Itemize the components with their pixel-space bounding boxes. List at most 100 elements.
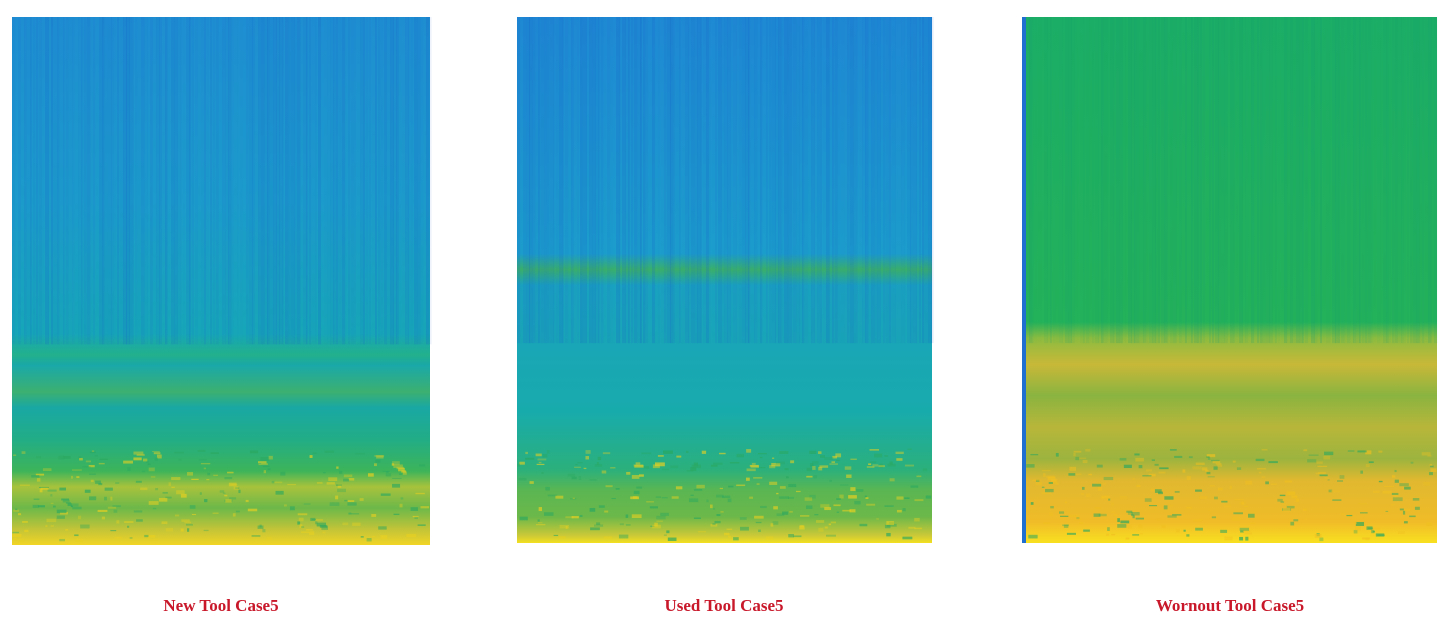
- texture: [267, 17, 270, 345]
- texture: [156, 454, 162, 459]
- texture: [649, 506, 658, 509]
- texture: [776, 492, 779, 495]
- texture: [590, 527, 600, 531]
- texture: [856, 17, 859, 344]
- texture: [727, 498, 732, 503]
- texture: [824, 507, 832, 511]
- texture: [1341, 17, 1345, 344]
- spectrogram: [12, 17, 430, 545]
- texture: [222, 17, 226, 345]
- texture: [836, 498, 841, 500]
- caption: Wornout Tool Case5: [1156, 596, 1304, 615]
- texture: [150, 476, 156, 478]
- texture: [1175, 528, 1180, 533]
- texture: [663, 450, 673, 454]
- texture: [788, 534, 794, 538]
- texture: [826, 534, 836, 537]
- texture: [829, 17, 832, 343]
- texture: [1117, 518, 1120, 523]
- texture: [922, 468, 928, 472]
- texture: [1155, 17, 1158, 344]
- texture: [372, 17, 375, 344]
- texture: [1317, 465, 1328, 467]
- texture: [722, 495, 731, 499]
- texture: [245, 499, 249, 503]
- texture: [598, 17, 601, 344]
- texture: [1332, 499, 1342, 501]
- texture: [13, 454, 17, 456]
- texture: [726, 528, 733, 530]
- texture: [736, 453, 744, 458]
- texture: [790, 17, 793, 344]
- texture: [559, 525, 570, 529]
- texture: [299, 524, 303, 529]
- texture: [772, 521, 779, 525]
- texture: [1179, 17, 1182, 344]
- texture: [222, 492, 226, 494]
- texture: [276, 17, 280, 345]
- texture: [1430, 465, 1434, 468]
- texture: [795, 490, 801, 493]
- texture: [904, 464, 915, 467]
- texture: [814, 514, 819, 516]
- texture: [63, 455, 71, 459]
- texture: [896, 496, 904, 500]
- texture: [1200, 17, 1203, 344]
- texture: [913, 17, 917, 344]
- texture: [104, 496, 107, 501]
- texture: [136, 453, 145, 456]
- texture: [746, 468, 756, 472]
- texture: [71, 503, 79, 507]
- texture: [336, 466, 339, 469]
- texture: [154, 457, 158, 461]
- texture: [336, 17, 339, 345]
- texture: [1085, 448, 1091, 452]
- texture: [45, 17, 49, 345]
- texture: [871, 17, 875, 344]
- texture: [232, 513, 236, 517]
- texture: [271, 480, 275, 484]
- texture: [686, 470, 694, 472]
- texture: [165, 496, 172, 499]
- texture: [347, 502, 357, 506]
- texture: [1307, 459, 1317, 463]
- texture: [219, 490, 225, 493]
- texture: [1211, 459, 1220, 462]
- texture: [112, 505, 121, 507]
- texture: [1151, 459, 1155, 461]
- texture: [1062, 524, 1069, 527]
- texture: [275, 490, 284, 495]
- texture: [820, 455, 825, 458]
- texture: [592, 17, 596, 344]
- texture: [1035, 481, 1042, 486]
- texture: [1261, 476, 1265, 479]
- texture: [1055, 482, 1059, 486]
- texture: [1158, 471, 1166, 474]
- texture: [896, 509, 902, 513]
- texture: [816, 520, 825, 523]
- texture: [1255, 458, 1265, 462]
- texture: [787, 17, 790, 344]
- texture: [65, 529, 69, 531]
- texture: [884, 505, 894, 507]
- texture: [1421, 452, 1431, 456]
- texture: [739, 517, 747, 520]
- texture: [690, 494, 694, 496]
- texture: [1095, 17, 1099, 344]
- texture: [671, 496, 679, 499]
- texture: [574, 466, 581, 468]
- texture: [141, 17, 145, 345]
- texture: [1086, 493, 1091, 498]
- texture: [751, 462, 756, 465]
- texture: [769, 17, 772, 344]
- texture: [301, 531, 310, 533]
- texture: [907, 17, 911, 344]
- texture: [1192, 466, 1202, 470]
- texture: [1103, 476, 1114, 481]
- texture: [246, 17, 249, 345]
- texture: [631, 514, 642, 519]
- texture: [835, 453, 842, 458]
- texture: [343, 474, 353, 478]
- texture: [261, 17, 265, 345]
- texture: [1399, 508, 1404, 511]
